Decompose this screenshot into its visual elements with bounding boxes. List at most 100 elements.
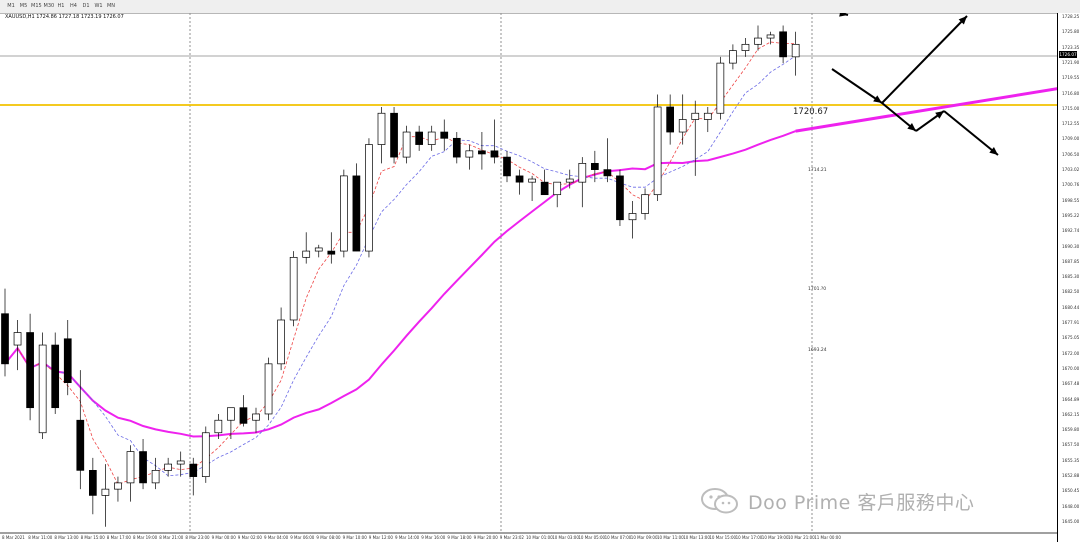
candle bbox=[703, 106, 712, 133]
candle bbox=[415, 125, 423, 151]
candle-body-bull bbox=[13, 332, 22, 346]
candle bbox=[277, 307, 285, 371]
y-tick-label: 1677.91 bbox=[1062, 320, 1080, 325]
candle bbox=[289, 251, 298, 327]
y-tick-label: 1667.48 bbox=[1062, 381, 1080, 387]
candle bbox=[13, 319, 22, 371]
candle bbox=[114, 476, 122, 502]
candle-body-bull bbox=[578, 163, 587, 183]
timeframe-button-m30[interactable]: M30 bbox=[43, 3, 55, 9]
candle-body-bear bbox=[478, 150, 486, 155]
candle-body-bull bbox=[365, 144, 373, 252]
timeframe-button-w1[interactable]: W1 bbox=[94, 3, 103, 9]
candle bbox=[76, 370, 85, 490]
ma-slow-projection bbox=[795, 83, 1080, 133]
candle bbox=[678, 94, 687, 145]
candle bbox=[390, 106, 398, 164]
x-tick-label: 8 Mar 23:00 bbox=[185, 535, 210, 540]
candle-body-bull bbox=[264, 363, 273, 415]
candle bbox=[565, 169, 574, 189]
candle-body-bear bbox=[189, 463, 198, 477]
candle-body-bull bbox=[126, 451, 135, 484]
x-tick-label: 10 Mar 09:00 bbox=[630, 535, 658, 540]
timeframe-button-h4[interactable]: H4 bbox=[70, 3, 77, 9]
candle bbox=[465, 144, 474, 170]
candle-body-bull bbox=[164, 463, 172, 471]
candle-body-bear bbox=[515, 175, 524, 183]
candle bbox=[327, 232, 336, 264]
candle bbox=[741, 38, 750, 57]
candle-body-bull bbox=[277, 319, 285, 365]
candle-body-bull bbox=[227, 407, 235, 421]
y-tick-label: 1680.44 bbox=[1062, 304, 1080, 310]
candle bbox=[239, 395, 248, 427]
y-tick-label: 1645.00 bbox=[1062, 518, 1080, 524]
candle bbox=[227, 407, 235, 440]
x-tick-label: 9 Mar 10:00 bbox=[342, 535, 367, 540]
candle-body-bull bbox=[653, 106, 662, 196]
candle-body-bull bbox=[252, 413, 260, 421]
y-tick-label: 1685.30 bbox=[1062, 274, 1080, 280]
current-price-badge: 1726.07 bbox=[1059, 51, 1077, 58]
candle bbox=[478, 132, 486, 170]
level-label-main: 1720.67 bbox=[793, 107, 829, 117]
y-tick-label: 1721.90 bbox=[1062, 59, 1080, 65]
candle bbox=[1, 288, 9, 377]
candle bbox=[101, 464, 110, 527]
arrow-bear-target-head bbox=[989, 146, 998, 155]
candle-body-bull bbox=[38, 344, 47, 434]
watermark: Doo Prime 客戶服務中心 bbox=[700, 481, 974, 521]
ma-mid-line bbox=[29, 55, 796, 477]
y-tick-label: 1682.50 bbox=[1062, 289, 1080, 295]
x-tick-label: 8 Mar 17:00 bbox=[106, 535, 131, 540]
candle-body-bear bbox=[88, 469, 97, 496]
candle bbox=[126, 445, 135, 502]
x-tick-label: 9 Mar 23:02 bbox=[499, 535, 524, 540]
x-tick-label: 9 Mar 06:00 bbox=[290, 535, 315, 540]
y-tick-label: 1715.00 bbox=[1062, 105, 1080, 111]
candle bbox=[628, 200, 637, 239]
arrow-bull-target bbox=[881, 15, 968, 104]
y-tick-label: 1692.74 bbox=[1062, 228, 1080, 234]
y-tick-label: 1698.55 bbox=[1062, 197, 1080, 203]
level-label-2: 1701.?0 bbox=[808, 287, 827, 292]
candle bbox=[402, 125, 411, 164]
candle bbox=[88, 457, 97, 515]
x-tick-label: 10 Mar 15:00 bbox=[709, 535, 737, 540]
candle-body-bull bbox=[402, 131, 411, 158]
candle bbox=[641, 188, 649, 220]
x-tick-label: 9 Mar 04:00 bbox=[264, 535, 289, 540]
y-tick-label: 1723.35 bbox=[1062, 44, 1080, 50]
timeframe-button-m5[interactable]: M5 bbox=[19, 3, 28, 9]
candle-body-bear bbox=[51, 344, 60, 409]
candle bbox=[51, 332, 60, 414]
arrow-down-to-support bbox=[831, 68, 883, 104]
x-tick-label: 10 Mar 05:00 bbox=[578, 535, 606, 540]
x-tick-label: 10 Mar 03:00 bbox=[552, 535, 579, 540]
x-tick-label: 8 Mar 2021 bbox=[2, 535, 25, 540]
y-tick-label: 1700.76 bbox=[1062, 182, 1080, 188]
candle bbox=[314, 244, 323, 258]
candlestick-chart[interactable] bbox=[0, 13, 1080, 542]
y-tick-label: 1664.89 bbox=[1062, 396, 1080, 402]
candle-body-bull bbox=[377, 112, 386, 145]
level-label-1: 1714.21 bbox=[808, 168, 827, 173]
candle-body-bear bbox=[415, 131, 423, 145]
x-tick-label: 9 Mar 00:00 bbox=[211, 535, 236, 540]
timeframe-button-m1[interactable]: M1 bbox=[7, 3, 15, 9]
timeframe-button-h1[interactable]: H1 bbox=[57, 3, 65, 9]
candle-body-bear bbox=[139, 451, 147, 484]
candle-body-bull bbox=[465, 150, 474, 158]
timeframe-button-d1[interactable]: D1 bbox=[82, 3, 90, 9]
candle-body-bull bbox=[766, 34, 775, 39]
candle-body-bear bbox=[779, 31, 787, 58]
arrow-drop-to-ma-head bbox=[907, 122, 916, 131]
x-tick-label: 10 Mar 13:00 bbox=[683, 535, 710, 540]
candle bbox=[38, 332, 47, 440]
candle-body-bear bbox=[239, 407, 248, 424]
candle-body-bear bbox=[490, 150, 499, 158]
timeframe-button-m15[interactable]: M15 bbox=[31, 3, 42, 9]
timeframe-button-mn[interactable]: MN bbox=[106, 3, 116, 9]
x-tick-label: 10 Mar 17:00 bbox=[735, 535, 763, 540]
level-label-3: 1693.24 bbox=[808, 348, 827, 353]
